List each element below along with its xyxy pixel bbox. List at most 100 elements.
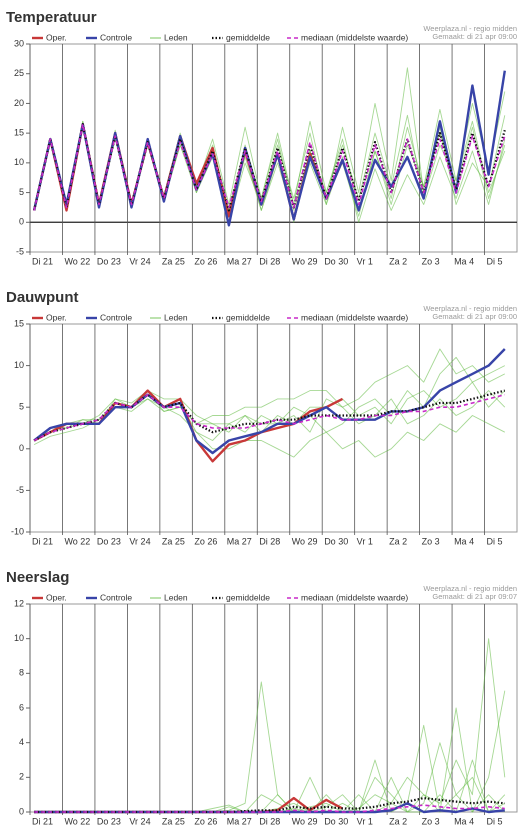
x-tick-label: Ma 4 (454, 816, 474, 826)
legend-label: mediaan (middelste waarde) (301, 32, 408, 42)
series-line (34, 804, 505, 813)
x-tick-label: Di 21 (32, 816, 53, 826)
y-tick-label: 5 (19, 187, 24, 197)
y-tick-label: 15 (14, 318, 24, 328)
x-tick-label: Zo 3 (422, 816, 440, 826)
legend-label: Leden (164, 592, 188, 602)
x-tick-label: Zo 26 (194, 256, 217, 266)
legend-label: Leden (164, 32, 188, 42)
x-tick-label: Di 21 (32, 536, 53, 546)
x-tick-label: Ma 4 (454, 536, 474, 546)
x-tick-label: Di 28 (259, 536, 280, 546)
legend-label: Oper. (46, 592, 67, 602)
x-tick-label: Di 5 (487, 816, 503, 826)
plot-frame (29, 603, 518, 813)
x-tick-label: Ma 27 (227, 816, 252, 826)
x-tick-label: Vr 1 (357, 256, 373, 266)
y-tick-label: 10 (14, 360, 24, 370)
member-line (34, 638, 506, 813)
x-tick-label: Wo 22 (64, 536, 90, 546)
x-tick-label: Di 21 (32, 256, 53, 266)
y-tick-label: 30 (14, 38, 24, 48)
x-tick-label: Do 23 (97, 256, 121, 266)
source-label: Weerplaza.nl - regio midden (423, 584, 517, 593)
y-tick-label: 0 (19, 443, 24, 453)
x-tick-label: Zo 3 (422, 256, 440, 266)
y-tick-label: 12 (14, 598, 24, 608)
x-tick-label: Wo 29 (292, 816, 318, 826)
legend-label: gemiddelde (226, 312, 270, 322)
x-tick-label: Vr 1 (357, 816, 373, 826)
legend-label: mediaan (middelste waarde) (301, 592, 408, 602)
source-label: Weerplaza.nl - regio midden (423, 24, 517, 33)
legend-label: Controle (100, 592, 132, 602)
x-tick-label: Ma 27 (227, 536, 252, 546)
x-tick-label: Ma 4 (454, 256, 474, 266)
member-line (33, 114, 506, 211)
made-label: Gemaakt: di 21 apr 09:00 (432, 312, 517, 321)
y-tick-label: 0 (19, 806, 24, 816)
y-tick-label: 20 (14, 98, 24, 108)
made-label: Gemaakt: di 21 apr 09:00 (432, 32, 517, 41)
made-label: Gemaakt: di 21 apr 09:07 (432, 592, 517, 601)
x-tick-label: Di 28 (259, 256, 280, 266)
x-tick-label: Za 25 (162, 536, 185, 546)
source-label: Weerplaza.nl - regio midden (423, 304, 517, 313)
x-tick-label: Za 25 (162, 816, 185, 826)
x-tick-label: Za 2 (389, 256, 407, 266)
x-tick-label: Vr 24 (129, 816, 150, 826)
x-tick-label: Zo 3 (422, 536, 440, 546)
chart-title: Neerslag (6, 569, 69, 586)
x-tick-label: Do 30 (324, 816, 348, 826)
y-tick-label: 10 (14, 157, 24, 167)
legend-label: Controle (100, 312, 132, 322)
y-tick-label: 10 (14, 633, 24, 643)
series-line (33, 393, 506, 442)
series-line (32, 70, 506, 227)
x-tick-label: Za 2 (389, 816, 407, 826)
x-tick-label: Za 2 (389, 536, 407, 546)
member-line (34, 707, 506, 813)
legend-label: Controle (100, 32, 132, 42)
x-tick-label: Di 5 (487, 536, 503, 546)
x-tick-label: Do 23 (97, 536, 121, 546)
x-tick-label: Ma 27 (227, 256, 252, 266)
y-tick-label: 5 (19, 402, 24, 412)
x-tick-label: Do 30 (324, 536, 348, 546)
x-tick-label: Do 30 (324, 256, 348, 266)
legend-label: gemiddelde (226, 32, 270, 42)
y-tick-label: 2 (19, 772, 24, 782)
chart-title: Dauwpunt (6, 289, 79, 306)
x-tick-label: Do 23 (97, 816, 121, 826)
chart-title: Temperatuur (6, 9, 97, 26)
x-tick-label: Vr 24 (129, 256, 150, 266)
series-line (33, 389, 344, 463)
legend-label: Oper. (46, 32, 67, 42)
legend-label: Leden (164, 312, 188, 322)
y-tick-label: 6 (19, 702, 24, 712)
x-tick-label: Di 5 (487, 256, 503, 266)
x-tick-label: Zo 26 (194, 816, 217, 826)
x-tick-label: Vr 1 (357, 536, 373, 546)
y-tick-label: -10 (11, 526, 24, 536)
y-tick-label: 25 (14, 68, 24, 78)
y-tick-label: 8 (19, 668, 24, 678)
legend-label: Oper. (46, 312, 67, 322)
y-tick-label: 4 (19, 737, 24, 747)
y-tick-label: -5 (16, 485, 24, 495)
y-tick-label: 0 (19, 217, 24, 227)
series-line (33, 123, 506, 211)
x-tick-label: Wo 29 (292, 536, 318, 546)
member-line (34, 759, 506, 813)
x-tick-label: Wo 22 (64, 816, 90, 826)
x-tick-label: Zo 26 (194, 536, 217, 546)
member-line (33, 348, 506, 441)
y-tick-label: 15 (14, 128, 24, 138)
x-tick-label: Wo 22 (64, 256, 90, 266)
legend-label: gemiddelde (226, 592, 270, 602)
member-line (33, 381, 506, 441)
series-line (33, 123, 506, 212)
legend-label: mediaan (middelste waarde) (301, 312, 408, 322)
member-line (34, 690, 506, 813)
